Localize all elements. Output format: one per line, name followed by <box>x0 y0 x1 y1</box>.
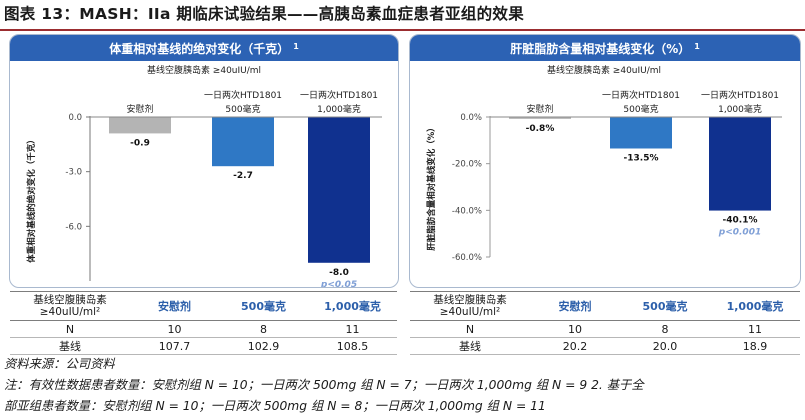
table-cell: 18.9 <box>710 337 800 355</box>
y-tick-label: -40.0% <box>452 206 482 216</box>
table-header-cell: 500毫克 <box>219 291 308 321</box>
chart-subtitle: 基线空腹胰岛素 ≥40uIU/ml <box>147 64 261 76</box>
liver-fat-title: 肝脏脂肪含量相对基线变化（%） <box>510 41 691 56</box>
value-label: -8.0 <box>329 268 349 278</box>
value-label: -0.8% <box>526 124 555 134</box>
liver-fat-header: 肝脏脂肪含量相对基线变化（%） 1 <box>410 35 800 61</box>
footnote-line: 部亚组患者数量：安慰剂组 N = 10；一日两次 500mg 组 N = 8；一… <box>4 399 546 413</box>
table-cell: 8 <box>620 320 710 338</box>
data-bar <box>212 117 274 167</box>
weight-change-title: 体重相对基线的绝对变化（千克） <box>109 41 290 56</box>
table-header-cell: 基线空腹胰岛素≥40uIU/ml² <box>10 291 130 321</box>
category-label: 500毫克 <box>225 103 260 115</box>
table-row: N 10 8 11 <box>10 320 397 338</box>
table-header-row: 基线空腹胰岛素≥40uIU/ml² 安慰剂 500毫克 1,000毫克 <box>10 291 397 321</box>
table-header-cell: 安慰剂 <box>130 291 219 321</box>
table-header-cell: 安慰剂 <box>530 291 620 321</box>
table-cell: N <box>10 320 130 338</box>
category-label: 500毫克 <box>623 103 658 115</box>
source-note: 资料来源：公司资料 <box>4 357 115 371</box>
weight-change-panel: 体重相对基线的绝对变化（千克） 1 基线空腹胰岛素 ≥40uIU/ml 安慰剂 一日两… <box>9 34 399 288</box>
value-label: -13.5% <box>624 154 659 164</box>
y-tick-label: 0.0% <box>460 113 482 123</box>
table-cell: N <box>410 320 530 338</box>
table-cell: 10 <box>530 320 620 338</box>
category-label: 1,000毫克 <box>718 103 762 115</box>
footnote-line: 注：有效性数据患者数量：安慰剂组 N = 10；一日两次 500mg 组 N =… <box>4 378 644 392</box>
y-tick-label: -60.0% <box>452 253 482 263</box>
table-cell: 11 <box>308 320 397 338</box>
liver-fat-baseline-table: 基线空腹胰岛素≥40uIU/ml² 安慰剂 500毫克 1,000毫克 N 10… <box>410 291 800 355</box>
p-value-label: p<0.05 <box>320 280 357 287</box>
table-header-cell: 基线空腹胰岛素≥40uIU/ml² <box>410 291 530 321</box>
category-label: 一日两次HTD1801 <box>300 89 378 101</box>
liver-fat-footnote-mark: 1 <box>694 41 700 51</box>
weight-baseline-table: 基线空腹胰岛素≥40uIU/ml² 安慰剂 500毫克 1,000毫克 N 10… <box>10 291 397 355</box>
p-value-label: p<0.001 <box>718 228 761 238</box>
table-cell: 基线 <box>410 337 530 355</box>
table-header-cell: 1,000毫克 <box>308 291 397 321</box>
table-cell: 108.5 <box>308 337 397 355</box>
table-row: 基线 107.7 102.9 108.5 <box>10 337 397 355</box>
data-bar <box>109 117 171 134</box>
category-label: 安慰剂 <box>526 103 553 115</box>
category-label: 1,000毫克 <box>317 103 361 115</box>
value-label: -40.1% <box>723 216 758 226</box>
weight-change-chart: 基线空腹胰岛素 ≥40uIU/ml 安慰剂 一日两次HTD1801 500毫克 一日两次… <box>26 64 382 287</box>
category-label: 安慰剂 <box>126 103 153 115</box>
data-bar <box>308 117 370 263</box>
table-cell: 基线 <box>10 337 130 355</box>
y-axis-label: 体重相对基线的绝对变化（千克） <box>26 135 37 263</box>
y-axis-label: 肝脏脂肪含量相对基线变化（%） <box>426 123 437 251</box>
table-cell: 8 <box>219 320 308 338</box>
table-header-cell: 1,000毫克 <box>710 291 800 321</box>
value-label: -0.9 <box>130 138 150 148</box>
title-divider <box>0 29 805 31</box>
category-label: 一日两次HTD1801 <box>701 89 779 101</box>
value-label: -2.7 <box>233 171 253 181</box>
page-title: 图表 13：MASH：IIa 期临床试验结果——高胰岛素血症患者亚组的效果 <box>4 5 525 23</box>
table-header-row: 基线空腹胰岛素≥40uIU/ml² 安慰剂 500毫克 1,000毫克 <box>410 291 800 321</box>
category-label: 一日两次HTD1801 <box>602 89 680 101</box>
y-tick-label: -6.0 <box>65 222 82 232</box>
table-header-cell: 500毫克 <box>620 291 710 321</box>
table-cell: 10 <box>130 320 219 338</box>
table-row: 基线 20.2 20.0 18.9 <box>410 337 800 355</box>
y-tick-label: 0.0 <box>68 113 82 123</box>
weight-change-footnote-mark: 1 <box>293 41 299 51</box>
table-cell: 11 <box>710 320 800 338</box>
table-cell: 107.7 <box>130 337 219 355</box>
category-label: 一日两次HTD1801 <box>204 89 282 101</box>
table-cell: 102.9 <box>219 337 308 355</box>
y-tick-label: -3.0 <box>65 168 82 178</box>
data-bar <box>509 117 571 119</box>
data-bar <box>709 117 771 211</box>
notes-block: 资料来源：公司资料 注：有效性数据患者数量：安慰剂组 N = 10；一日两次 5… <box>4 354 644 417</box>
table-cell: 20.0 <box>620 337 710 355</box>
table-row: N 10 8 11 <box>410 320 800 338</box>
chart-subtitle: 基线空腹胰岛素 ≥40uIU/ml <box>547 64 661 76</box>
liver-fat-chart: 基线空腹胰岛素 ≥40uIU/ml 安慰剂 一日两次HTD1801 500毫克 一日两次… <box>426 64 782 263</box>
table-cell: 20.2 <box>530 337 620 355</box>
weight-change-header: 体重相对基线的绝对变化（千克） 1 <box>10 35 398 61</box>
y-tick-label: -20.0% <box>452 160 482 170</box>
liver-fat-panel: 肝脏脂肪含量相对基线变化（%） 1 基线空腹胰岛素 ≥40uIU/ml 安慰剂 一日两… <box>409 34 801 288</box>
data-bar <box>610 117 672 149</box>
